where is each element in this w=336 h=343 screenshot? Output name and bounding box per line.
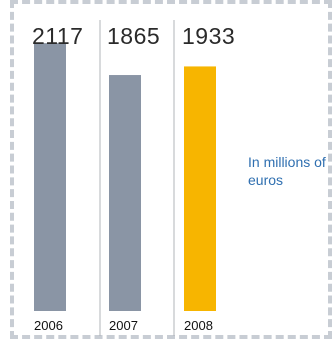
bar-2008 [184, 66, 216, 312]
chart-frame [10, 0, 332, 339]
value-label-2006: 2117 [32, 23, 83, 49]
year-label-2007: 2007 [109, 318, 138, 333]
year-label-2008: 2008 [184, 318, 213, 333]
year-label-2006: 2006 [34, 318, 63, 333]
value-label-2008: 1933 [182, 23, 235, 49]
bar-2007 [109, 75, 141, 311]
bar-2006 [34, 43, 66, 312]
unit-note: In millions of euros [248, 154, 326, 188]
value-label-2007: 1865 [107, 23, 160, 49]
frame-top-border [10, 0, 332, 4]
